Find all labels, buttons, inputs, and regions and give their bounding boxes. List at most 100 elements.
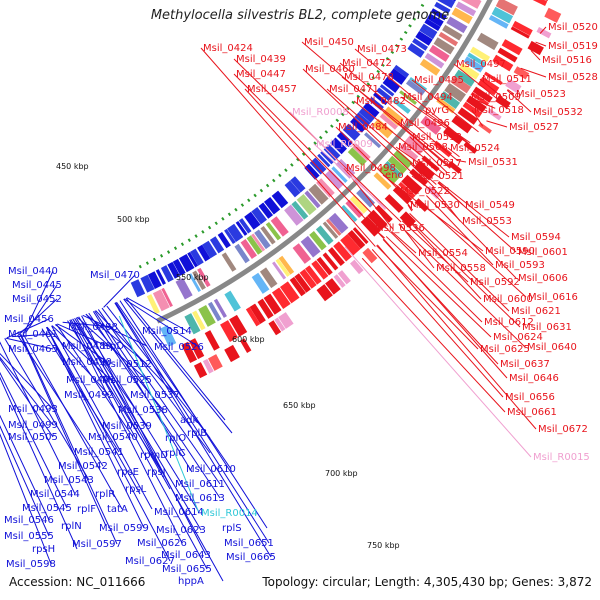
leader-line (409, 136, 448, 173)
cog-category-block (251, 233, 266, 252)
leader-line (400, 96, 470, 145)
reverse-gene-label: rpsJ (147, 467, 166, 478)
forward-gene-label: Msil_0637 (500, 359, 550, 370)
forward-gene-label: Msil_0495 (414, 75, 464, 86)
cog-category-block (387, 155, 408, 175)
leader-line (407, 204, 413, 212)
forward-strand-block (384, 194, 404, 213)
reverse-gene-label: Msil_0499 (8, 420, 58, 431)
forward-strand-block (333, 274, 346, 288)
reverse-strand-block (379, 84, 395, 97)
leader-line (46, 326, 110, 396)
reverse-strand-block (209, 236, 225, 254)
rna-gene-label: Msil_R0014 (201, 508, 258, 519)
cog-category-block (379, 113, 398, 130)
gc-marker (194, 234, 198, 238)
reverse-gene-label: Msil_0493 (8, 404, 58, 415)
gc-marker (381, 63, 385, 67)
forward-gene-label: Msil_0447 (236, 69, 286, 80)
reverse-gene-label: Msil_0445 (12, 280, 62, 291)
cog-category-block (146, 294, 160, 315)
forward-strand-block (375, 204, 393, 223)
cog-category-block (364, 132, 382, 149)
reverse-gene-label: Msil_0538 (118, 405, 168, 416)
gc-marker (395, 44, 399, 48)
reverse-strand-block (202, 240, 218, 259)
rna-gene-label: Msil_R0009 (316, 139, 373, 150)
scale-label: 600 kbp (232, 335, 265, 344)
forward-strand-block (367, 209, 388, 231)
forward-gene-label: Msil_0482 (356, 96, 406, 107)
cog-category-block (446, 16, 468, 34)
reverse-gene-label: Msil_0489 (62, 341, 112, 352)
forward-gene-label: Msil_0472 (342, 58, 392, 69)
forward-strand-block (409, 168, 429, 187)
cog-category-block (491, 6, 514, 24)
cog-category-block (308, 183, 329, 205)
reverse-gene-label: Msil_0440 (8, 266, 58, 277)
reverse-strand-block (426, 13, 444, 27)
reverse-gene-label: Msil_0665 (226, 552, 276, 563)
reverse-gene-label: Msil_0540 (88, 432, 138, 443)
cog-category-block (404, 135, 426, 156)
forward-strand-block (229, 314, 248, 337)
gc-marker (152, 257, 157, 262)
cog-category-block (341, 204, 358, 222)
leader-line (114, 302, 272, 558)
forward-gene-label: Msil_0594 (511, 232, 561, 243)
reverse-gene-label: Msil_0544 (30, 489, 80, 500)
cog-category-block (160, 325, 177, 347)
cog-category-block (316, 178, 335, 198)
gc-marker (403, 30, 408, 35)
leader-line (409, 213, 510, 312)
forward-strand-block (289, 276, 306, 297)
forward-strand-block (208, 354, 223, 371)
reverse-gene-label: Msil_0461 (8, 329, 58, 340)
forward-strand-block (544, 7, 562, 23)
leader-line (479, 78, 503, 98)
reverse-strand-block (407, 43, 425, 58)
forward-gene-label: Msil_0439 (236, 54, 286, 65)
reverse-gene-label: Msil_0599 (99, 523, 149, 534)
leader-line (72, 318, 171, 490)
reverse-gene-label: Msil_0623 (156, 525, 206, 536)
forward-strand-block (349, 259, 364, 275)
gc-marker (371, 76, 376, 80)
leader-line (88, 312, 186, 456)
forward-strand-block (279, 281, 300, 304)
gc-marker (227, 212, 232, 217)
forward-gene-label: Msil_0612 (484, 317, 534, 328)
gc-marker (390, 50, 395, 54)
cog-category-block (463, 56, 484, 73)
leader-line (97, 309, 221, 485)
reverse-gene-label: Msil_0488 (68, 322, 118, 333)
reverse-strand-block (358, 107, 376, 123)
leader-line (339, 62, 458, 161)
leader-line (354, 48, 470, 145)
cog-category-block (296, 193, 317, 216)
reverse-strand-block (434, 1, 451, 15)
reverse-strand-block (224, 228, 236, 244)
cog-category-block (428, 44, 450, 62)
forward-strand-block (414, 160, 436, 181)
cog-category-block (384, 160, 403, 178)
gc-marker (138, 264, 142, 269)
reverse-gene-label: Msil_0541 (74, 447, 124, 458)
leader-line (486, 120, 508, 128)
leader-line (0, 414, 50, 521)
reverse-gene-label: Msil_0543 (44, 475, 94, 486)
leader-line (115, 302, 270, 544)
leader-line (395, 146, 442, 180)
forward-gene-label: Msil_0606 (518, 273, 568, 284)
gc-marker (187, 238, 191, 242)
leader-line (23, 270, 54, 334)
forward-strand-block (333, 241, 352, 262)
forward-gene-label: Msil_0516 (542, 55, 592, 66)
leader-line (382, 174, 420, 204)
forward-strand-block (505, 78, 522, 94)
forward-strand-block (362, 247, 378, 264)
cog-category-block (265, 221, 282, 241)
forward-strand-block (392, 185, 413, 205)
forward-strand-block (495, 95, 511, 109)
forward-gene-label: Msil_0523 (516, 89, 566, 100)
